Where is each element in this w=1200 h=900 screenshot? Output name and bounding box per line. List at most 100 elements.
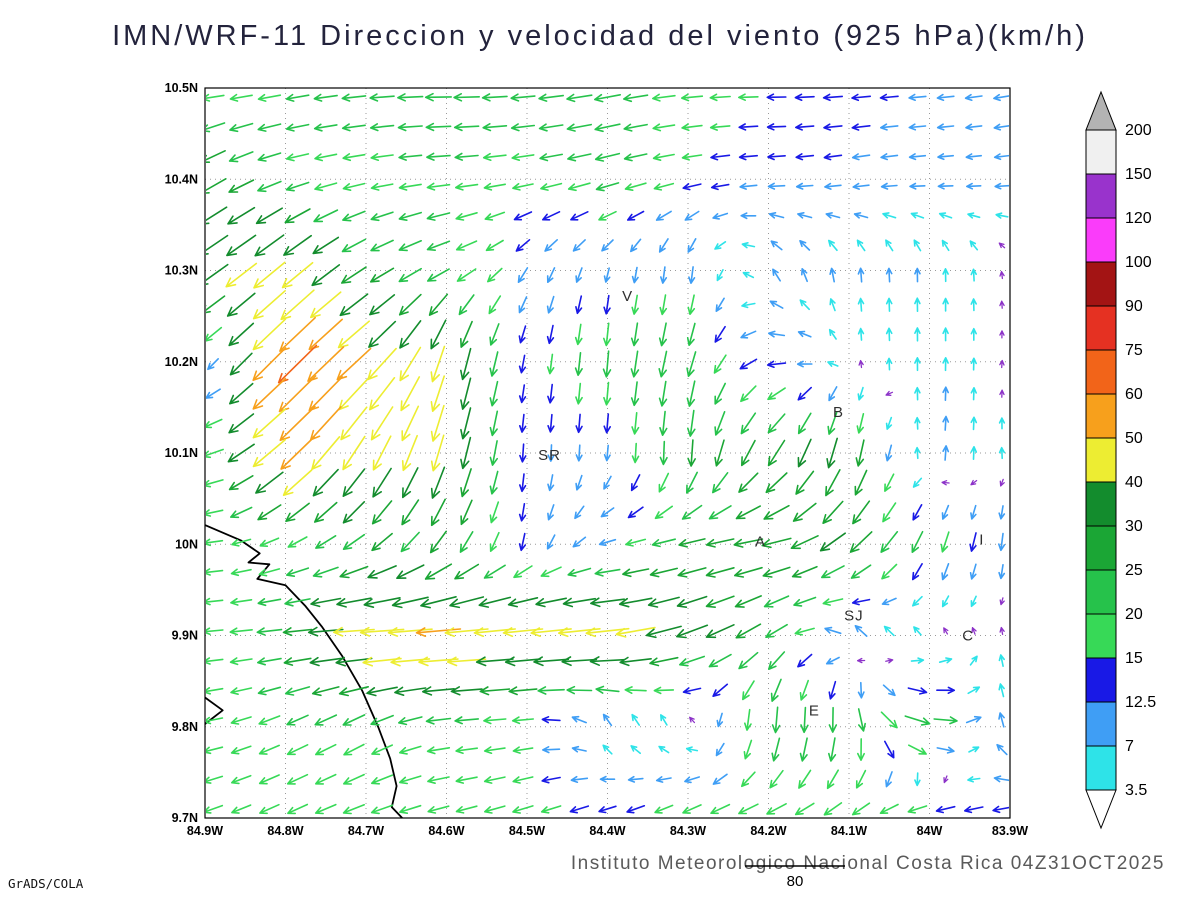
wind-arrow <box>482 152 507 161</box>
wind-arrow <box>645 625 682 639</box>
wind-arrow <box>907 687 928 695</box>
wind-arrow <box>206 716 224 725</box>
wind-arrow <box>738 472 759 493</box>
wind-arrow <box>370 211 394 222</box>
wind-arrow <box>561 656 598 667</box>
wind-arrow <box>649 656 679 667</box>
wind-arrow <box>822 598 844 606</box>
wind-arrow <box>206 687 224 695</box>
wind-arrow <box>879 93 899 102</box>
wind-arrow <box>252 438 287 468</box>
wind-arrow <box>342 804 365 815</box>
wind-arrow <box>850 564 872 579</box>
wind-arrow <box>425 716 452 725</box>
wind-arrow <box>537 686 565 695</box>
wind-arrow <box>712 773 728 785</box>
lat-tick-label: 10.3N <box>165 264 198 278</box>
wind-arrow <box>735 623 762 639</box>
wind-arrow <box>512 776 534 784</box>
wind-arrow <box>570 211 589 221</box>
wind-arrow <box>856 239 866 252</box>
reference-arrow-value: 80 <box>787 873 804 890</box>
wind-arrow <box>942 268 949 283</box>
wind-arrow <box>281 261 314 289</box>
wind-arrow <box>826 437 838 469</box>
wind-arrow <box>993 93 1009 102</box>
wind-arrow <box>575 474 583 491</box>
wind-arrow <box>460 377 472 410</box>
wind-arrow <box>658 322 667 347</box>
wind-arrow <box>426 182 451 191</box>
wind-arrow <box>681 504 703 520</box>
wind-arrow <box>998 683 1005 698</box>
wind-arrow <box>882 684 896 697</box>
wind-arrow <box>368 320 397 348</box>
wind-arrow <box>796 360 813 368</box>
wind-arrow <box>518 354 527 374</box>
wind-arrow <box>229 93 253 102</box>
wind-arrow <box>426 240 451 251</box>
wind-arrow <box>394 686 427 696</box>
wind-arrow <box>800 706 809 734</box>
wind-arrow <box>793 596 817 607</box>
wind-arrow <box>594 152 621 162</box>
wind-arrow <box>478 596 512 608</box>
wind-arrow <box>767 413 786 434</box>
wind-arrow <box>625 538 647 547</box>
wind-arrow <box>229 657 253 666</box>
wind-arrow <box>424 92 452 102</box>
wind-arrow <box>851 123 871 131</box>
colorbar-segment <box>1085 657 1117 703</box>
wind-arrow <box>371 500 393 525</box>
lon-tick-label: 84W <box>917 824 943 838</box>
wind-arrow <box>489 351 499 377</box>
legend-label: 3.5 <box>1125 782 1147 799</box>
wind-arrow <box>397 93 424 102</box>
wind-arrow <box>595 182 620 192</box>
wind-arrow <box>455 776 478 784</box>
wind-arrow <box>766 123 787 131</box>
wind-arrow <box>340 406 368 441</box>
wind-arrow <box>475 656 514 667</box>
wind-arrow <box>488 295 502 315</box>
wind-arrow <box>993 123 1009 131</box>
wind-arrow <box>257 504 282 521</box>
station-label-i: I <box>979 532 984 549</box>
wind-arrow <box>971 627 977 635</box>
wind-arrow <box>740 212 757 220</box>
wind-arrow <box>513 565 533 579</box>
wind-arrow <box>398 152 423 161</box>
colorbar-segment <box>1085 261 1117 307</box>
wind-arrow <box>453 93 480 102</box>
wind-arrow <box>885 267 893 283</box>
wind-arrow <box>857 681 865 699</box>
colorbar-segment <box>1085 305 1117 351</box>
wind-arrow <box>400 376 421 412</box>
wind-arrow <box>630 745 641 755</box>
wind-arrow <box>880 531 899 553</box>
wind-arrow <box>460 436 472 470</box>
wind-arrow <box>914 446 921 460</box>
wind-arrow <box>547 383 555 404</box>
wind-arrow <box>738 93 759 101</box>
wind-arrow <box>851 153 871 161</box>
wind-arrow <box>709 93 731 102</box>
wind-arrow <box>967 776 981 783</box>
wind-arrow <box>313 123 338 132</box>
wind-arrow <box>686 471 698 494</box>
wind-arrow <box>455 182 479 191</box>
legend-label: 75 <box>1125 342 1143 359</box>
wind-arrow <box>312 566 339 578</box>
wind-arrow <box>885 771 893 788</box>
wind-arrow <box>594 123 621 133</box>
wind-arrow <box>913 626 922 636</box>
wind-arrow <box>995 212 1009 219</box>
wind-arrow <box>765 472 788 494</box>
wind-arrow <box>590 597 625 608</box>
wind-arrow <box>285 123 310 132</box>
wind-arrow <box>258 744 280 755</box>
wind-arrow <box>455 805 478 814</box>
wind-arrow <box>799 299 810 311</box>
wind-arrow <box>857 327 865 341</box>
wind-arrow <box>458 294 475 316</box>
